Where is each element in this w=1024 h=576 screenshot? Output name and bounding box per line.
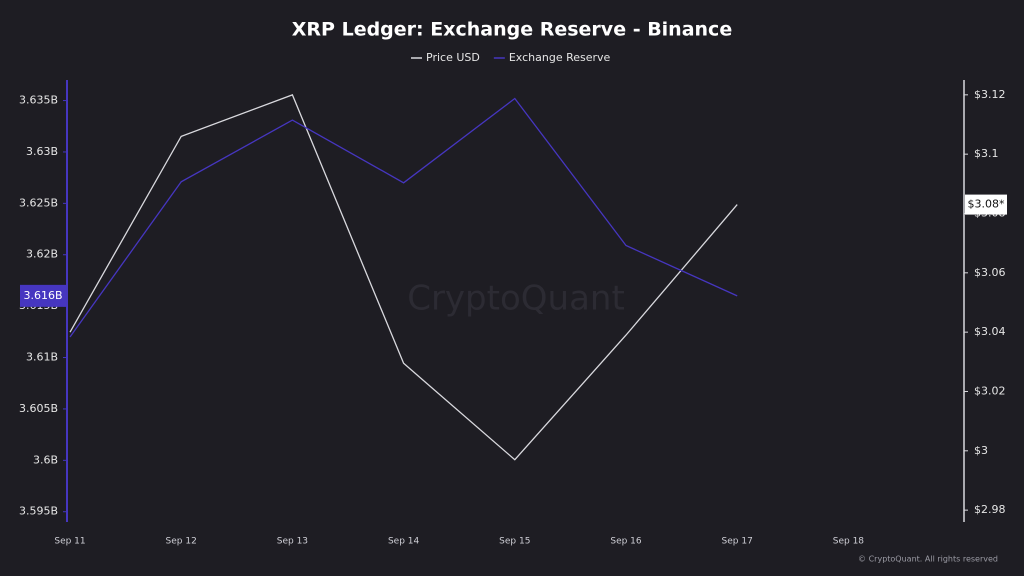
y-tick-label: 3.63B <box>26 145 58 158</box>
last-value-label: $3.08* <box>968 198 1005 211</box>
y2-tick-label: $2.98 <box>974 503 1006 516</box>
x-tick-label: Sep 11 <box>54 537 85 547</box>
last-value-label: 3.616B <box>23 289 62 302</box>
legend-label: Exchange Reserve <box>509 51 611 64</box>
x-tick-label: Sep 17 <box>722 537 753 547</box>
last-value-box <box>20 284 66 307</box>
y-tick-label: 3.62B <box>26 248 58 261</box>
last-value-box <box>965 194 1007 215</box>
x-tick-label: Sep 12 <box>166 537 197 547</box>
y2-tick-label: $3.1 <box>974 147 999 160</box>
series-line <box>69 94 738 461</box>
y2-tick-label: $3.12 <box>974 88 1006 101</box>
y-tick-label: 3.625B <box>19 196 58 209</box>
x-tick-label: Sep 15 <box>499 537 530 547</box>
y-tick-label: 3.6B <box>33 453 58 466</box>
watermark: CryptoQuant <box>407 279 625 319</box>
y-tick-label: 3.61B <box>26 351 58 364</box>
footer: © CryptoQuant. All rights reserved <box>858 555 998 564</box>
y2-tick-label: $3.02 <box>974 384 1006 397</box>
y-tick-label: 3.635B <box>19 94 58 107</box>
x-tick-label: Sep 13 <box>277 537 308 547</box>
y-tick-label: 3.595B <box>19 505 58 518</box>
y2-tick-label: $3 <box>974 444 988 457</box>
y2-tick-label: $3.06 <box>974 266 1006 279</box>
x-tick-label: Sep 16 <box>610 537 642 547</box>
series-line <box>69 97 738 338</box>
y2-tick-label: $3.04 <box>974 325 1006 338</box>
y-tick-label: 3.605B <box>19 402 58 415</box>
x-tick-label: Sep 14 <box>388 537 420 547</box>
x-tick-label: Sep 18 <box>833 537 865 547</box>
chart-title: XRP Ledger: Exchange Reserve - Binance <box>292 19 732 41</box>
legend-label: Price USD <box>426 51 480 64</box>
